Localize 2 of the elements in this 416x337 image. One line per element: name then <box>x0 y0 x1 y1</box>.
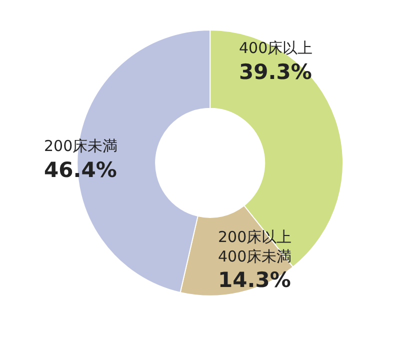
slice-label: 200床未満 <box>44 137 118 155</box>
data-label: 46.4% <box>44 158 117 182</box>
